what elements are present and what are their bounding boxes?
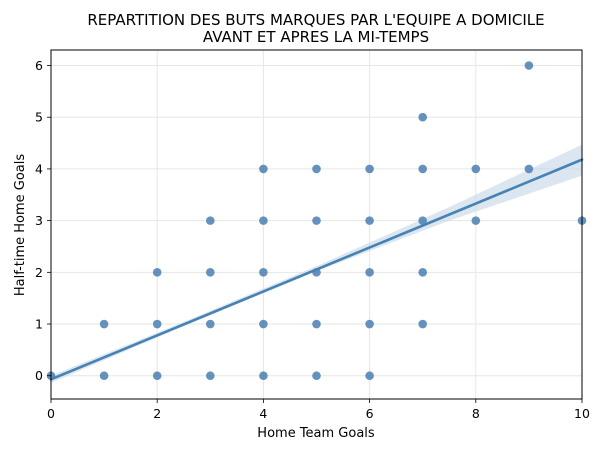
data-point bbox=[418, 268, 428, 277]
data-point bbox=[152, 268, 162, 277]
data-point bbox=[418, 164, 428, 174]
x-tick-label: 8 bbox=[472, 406, 480, 421]
regression-line bbox=[49, 158, 584, 381]
data-point bbox=[259, 371, 268, 381]
data-point bbox=[524, 164, 534, 174]
data-point bbox=[471, 164, 481, 174]
data-point bbox=[259, 216, 268, 225]
y-tick-label: 4 bbox=[35, 161, 43, 176]
y-tick-label: 6 bbox=[35, 58, 43, 73]
data-point bbox=[312, 164, 321, 174]
data-point bbox=[99, 319, 109, 329]
y-tick-label: 1 bbox=[35, 317, 43, 332]
data-point bbox=[312, 216, 321, 225]
x-tick-label: 6 bbox=[366, 406, 374, 421]
data-point bbox=[365, 371, 374, 381]
data-point bbox=[312, 371, 321, 381]
data-point bbox=[259, 319, 268, 329]
y-tick-label: 0 bbox=[35, 368, 43, 383]
data-point bbox=[418, 319, 428, 329]
data-point bbox=[206, 371, 215, 381]
data-point bbox=[206, 268, 215, 277]
x-tick-label: 0 bbox=[47, 406, 55, 421]
regression-line-path bbox=[49, 158, 584, 381]
data-point bbox=[365, 268, 374, 277]
y-axis-label: Half-time Home Goals bbox=[13, 154, 28, 297]
y-tick-label: 5 bbox=[35, 110, 43, 125]
data-point bbox=[206, 216, 215, 225]
data-point bbox=[471, 216, 481, 225]
data-point bbox=[206, 319, 215, 329]
data-point bbox=[99, 371, 109, 381]
data-point bbox=[152, 319, 162, 329]
x-tick-label: 10 bbox=[574, 406, 590, 421]
data-point bbox=[259, 164, 268, 174]
x-tick-label: 2 bbox=[153, 406, 161, 421]
x-axis-label: Home Team Goals bbox=[257, 426, 375, 441]
x-tick-label: 4 bbox=[259, 406, 267, 421]
chart-title-line-2: AVANT ET APRES LA MI-TEMPS bbox=[203, 28, 429, 46]
y-tick-label: 3 bbox=[35, 213, 43, 228]
data-point bbox=[365, 164, 374, 174]
data-point bbox=[418, 216, 428, 225]
data-point bbox=[259, 268, 268, 277]
data-point bbox=[524, 61, 534, 70]
y-axis-ticks: 0 1 2 3 4 5 6 bbox=[35, 58, 51, 383]
data-point bbox=[365, 216, 374, 225]
y-tick-label: 2 bbox=[35, 265, 43, 280]
plot-frame bbox=[50, 49, 583, 400]
data-point bbox=[418, 112, 428, 122]
x-axis-ticks: 0 2 4 6 8 10 bbox=[47, 399, 590, 421]
data-point bbox=[152, 371, 162, 381]
data-point bbox=[365, 319, 374, 329]
chart-title-line-1: REPARTITION DES BUTS MARQUES PAR L'EQUIP… bbox=[87, 11, 544, 29]
data-point bbox=[312, 319, 321, 329]
